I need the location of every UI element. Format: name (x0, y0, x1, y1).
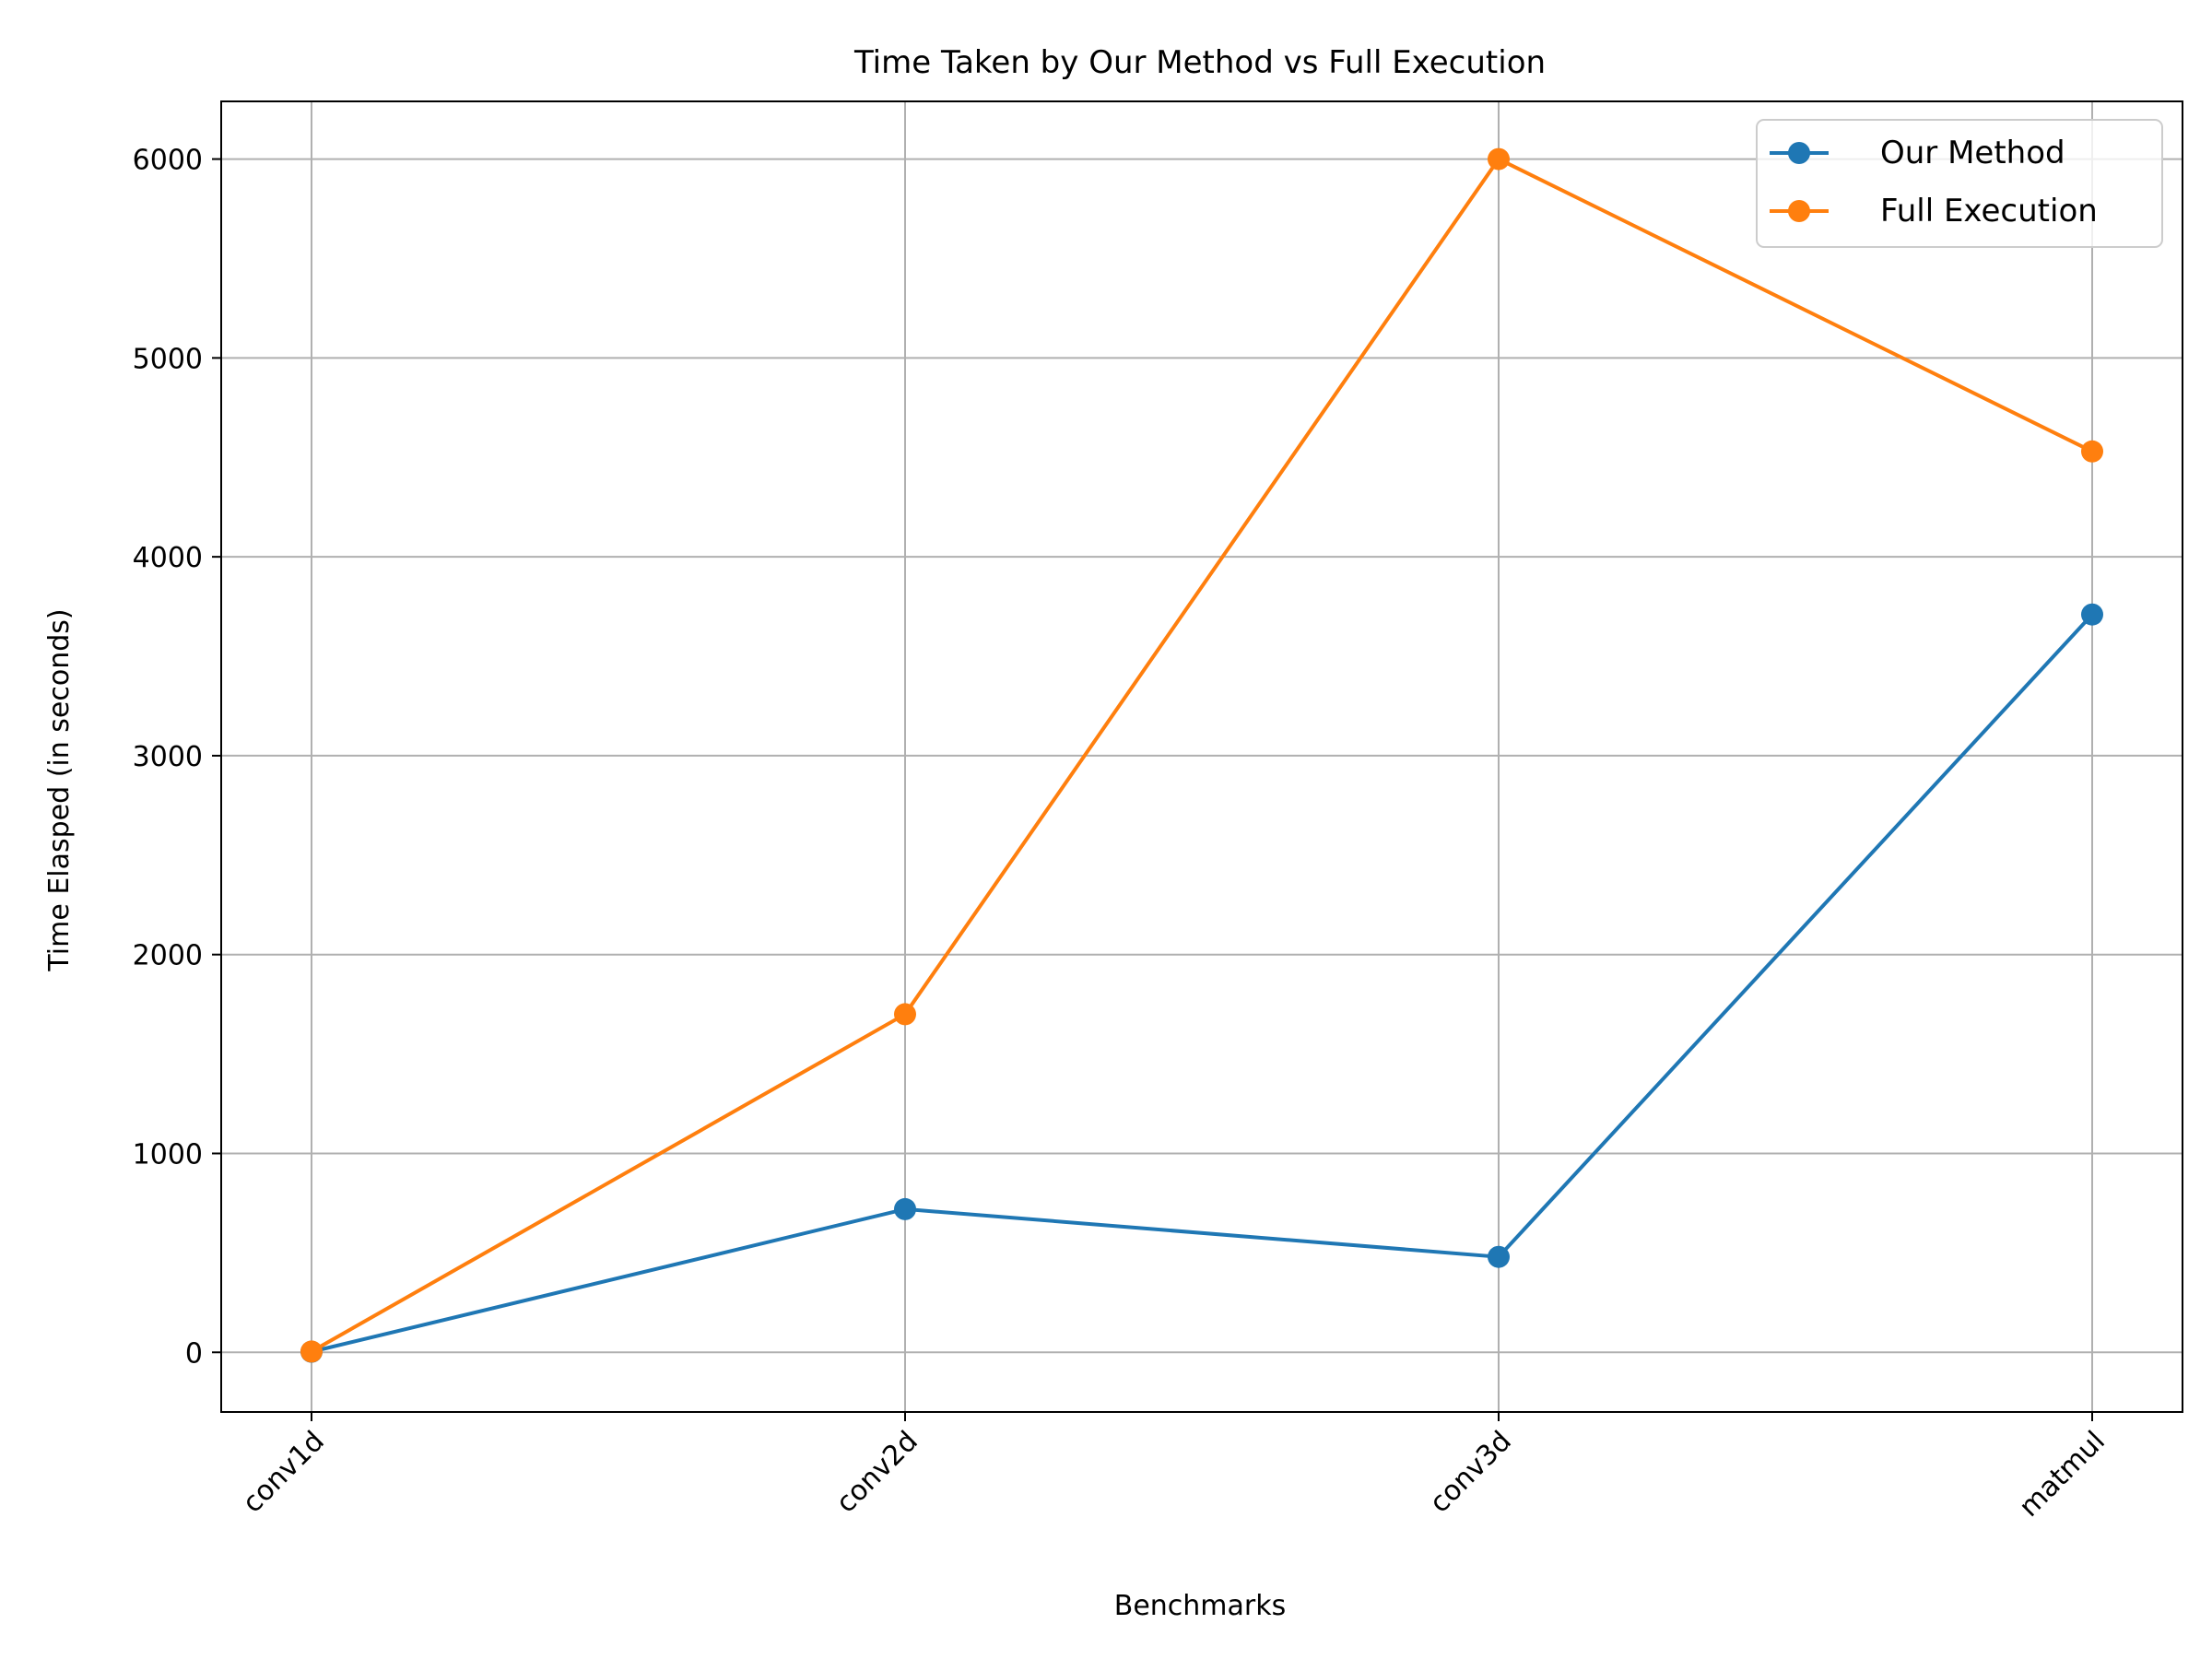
legend-box (1756, 119, 2163, 248)
legend-marker (1788, 200, 1810, 222)
legend-label: Our Method (1880, 135, 2065, 171)
series-line (311, 613, 2094, 1354)
legend: Our Method Full Execution (1756, 119, 2163, 248)
x-axis-label: Benchmarks (1114, 1590, 1287, 1622)
y-tick-label: 4000 (133, 542, 203, 574)
chart-title: Time Taken by Our Method vs Full Executi… (853, 44, 1546, 81)
y-tick-label: 2000 (133, 940, 203, 972)
legend-marker (1788, 142, 1810, 164)
y-axis-label: Time Elasped (in seconds) (43, 608, 76, 971)
y-tick-label: 6000 (133, 145, 203, 177)
y-tick-label: 1000 (133, 1138, 203, 1171)
data-point (300, 1340, 323, 1363)
plot-frame (220, 100, 2183, 1413)
data-point (1488, 1245, 1510, 1268)
grid (221, 101, 2183, 1412)
data-point (2081, 603, 2103, 626)
data-point (2081, 440, 2103, 463)
legend-label: Full Execution (1880, 193, 2098, 229)
y-tick-label: 0 (185, 1337, 203, 1370)
data-point (894, 1003, 916, 1026)
y-tick-label: 3000 (133, 741, 203, 773)
data-point (894, 1197, 916, 1220)
series-lines (300, 147, 2103, 1363)
y-tick-label: 5000 (133, 343, 203, 375)
data-point (1488, 147, 1510, 171)
series-line (311, 157, 2093, 1354)
